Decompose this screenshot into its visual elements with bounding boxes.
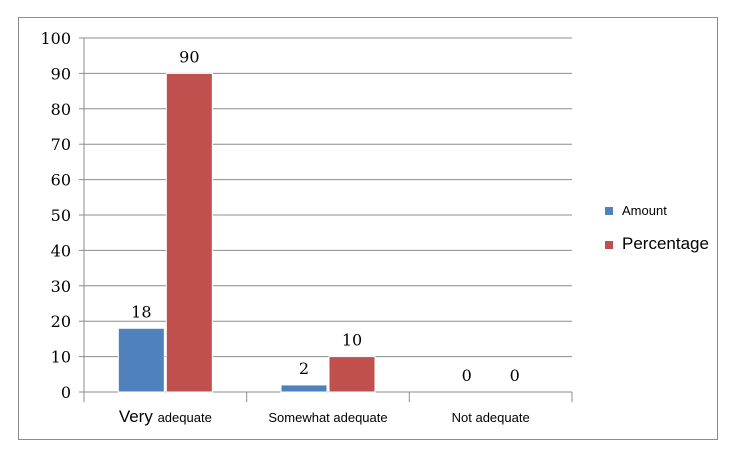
legend-swatch-amount (605, 207, 613, 215)
x-category-label: Not adequate (452, 410, 530, 425)
legend-label-amount: Amount (622, 203, 667, 218)
data-label-percentage: 90 (179, 47, 199, 66)
bar-percentage (165, 72, 213, 393)
data-label-amount: 2 (299, 359, 309, 378)
y-tick-label: 40 (51, 241, 71, 260)
y-tick-label: 60 (51, 171, 71, 190)
y-tick-label: 0 (61, 383, 71, 402)
y-tick-label: 30 (51, 277, 71, 296)
x-category-label: Very adequate (119, 407, 212, 426)
legend-label-percentage: Percentage (622, 234, 709, 253)
data-label-amount: 0 (462, 366, 472, 385)
y-tick-label: 20 (51, 312, 71, 331)
bar-amount (117, 327, 165, 393)
y-tick-label: 50 (51, 206, 71, 225)
x-category-label: Somewhat adequate (268, 410, 387, 425)
bar-amount (280, 384, 328, 393)
y-tick-label: 10 (51, 348, 71, 367)
data-label-amount: 18 (131, 302, 151, 321)
y-tick-label: 100 (40, 29, 71, 48)
data-label-percentage: 10 (342, 331, 362, 350)
y-tick-label: 70 (51, 135, 71, 154)
y-tick-label: 90 (51, 64, 71, 83)
y-tick-label: 80 (51, 100, 71, 119)
legend-swatch-percentage (605, 241, 613, 249)
bar-percentage (328, 356, 376, 393)
data-label-percentage: 0 (510, 366, 520, 385)
